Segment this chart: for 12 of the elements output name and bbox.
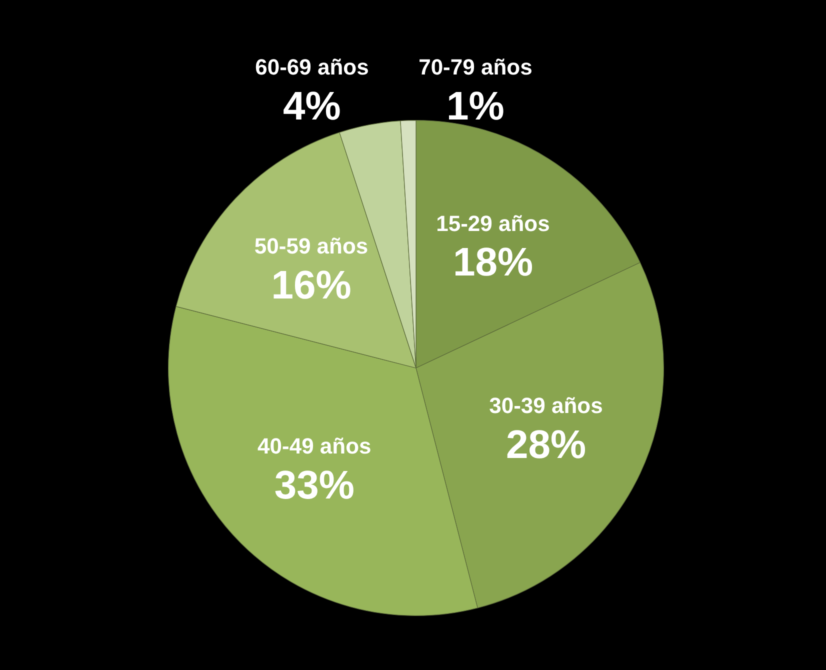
- slice-label: 40-49 años: [258, 434, 372, 459]
- slice-label: 30-39 años: [489, 393, 603, 418]
- slice-label: 70-79 años: [418, 54, 532, 80]
- slice-label: 50-59 años: [254, 234, 368, 259]
- data-label: 1%: [446, 84, 504, 129]
- slice-label: 15-29 años: [436, 210, 550, 236]
- data-label: 4%: [283, 84, 341, 129]
- data-label: 16%: [271, 264, 352, 308]
- slice-label: 60-69 años: [255, 54, 369, 80]
- data-label: 28%: [506, 423, 586, 468]
- data-label: 33%: [274, 464, 354, 508]
- data-label: 18%: [452, 240, 534, 285]
